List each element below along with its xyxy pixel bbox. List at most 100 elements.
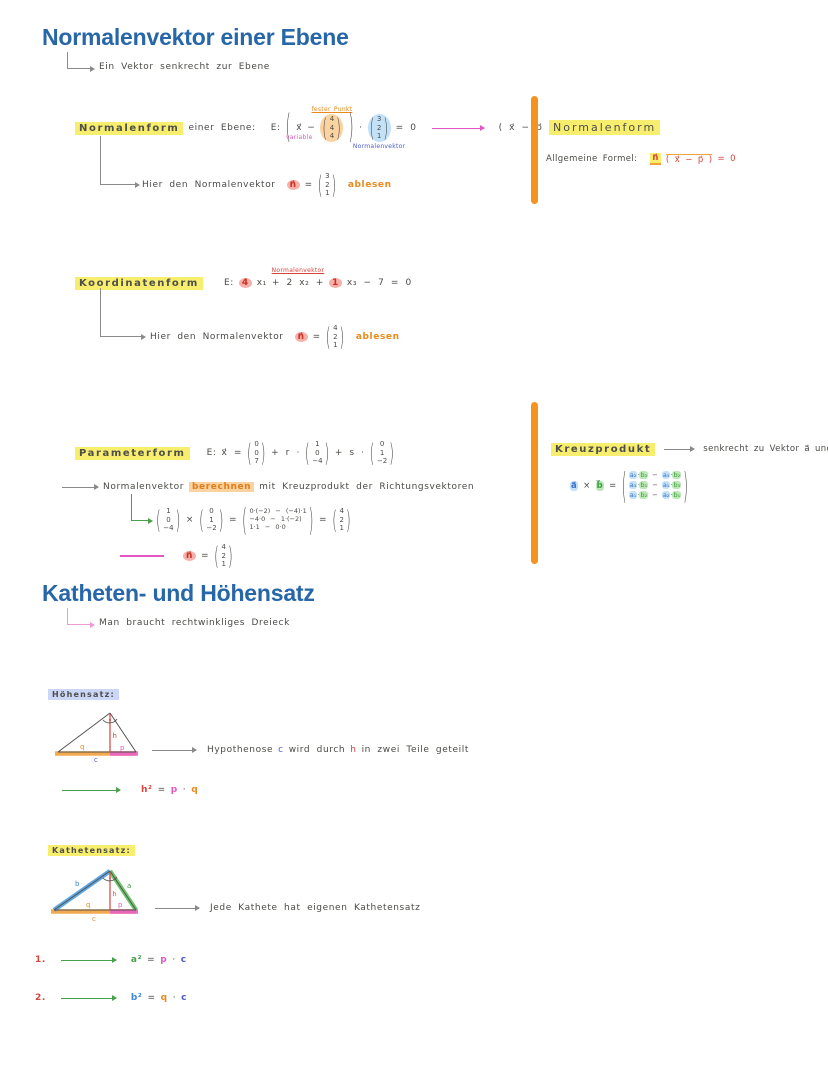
equals-sign: =	[157, 785, 166, 795]
middle-terms-token: Normalenvektor + 2 x₂ +	[272, 267, 324, 288]
c-letter: c	[278, 745, 284, 755]
open-paren: (	[317, 170, 324, 200]
n-vector-chip: n⃗	[294, 332, 308, 342]
elbow-connector	[100, 136, 140, 188]
coefficient-chip: 4	[238, 278, 252, 288]
dot-sign: ·	[359, 123, 363, 133]
arrow-right-icon	[62, 786, 121, 793]
equals-sign: =	[312, 332, 321, 342]
annotation-variable: variable	[285, 134, 313, 141]
elbow-connector	[100, 288, 146, 340]
equals-sign: =	[609, 481, 617, 491]
arrow-right-icon	[155, 904, 200, 911]
equals-sign: =	[201, 551, 210, 561]
svg-text:q: q	[86, 901, 90, 909]
direction-vector-2: ( 0 1 −2 )	[199, 505, 224, 535]
equals-sign: =	[147, 955, 156, 965]
berechnen-row: Normalenvektor berechnen mit Kreuzproduk…	[62, 478, 474, 496]
n-vector-chip: n⃗	[286, 180, 300, 190]
kathetensatz-description: Jede Kathete hat eigenen Kathetensatz	[210, 903, 421, 913]
arrow-right-icon	[60, 956, 117, 963]
pink-line	[120, 555, 164, 557]
panel-normalenform-formula: Allgemeine Formel: n⃗ ( x⃗ − p⃗ ) = 0	[546, 150, 736, 168]
arrow-right-icon	[152, 746, 197, 753]
a-vector-chip: a⃗	[570, 481, 579, 491]
p-letter: p	[170, 785, 178, 795]
svg-text:p: p	[120, 744, 125, 752]
times-sign: ×	[583, 481, 591, 491]
equals-zero: = 0	[395, 123, 417, 133]
kathetensatz-label: Kathetensatz:	[48, 838, 135, 857]
crossproduct-matrix: ( 0·(−2) − (−4)·1 −4·0 − 1·(−2) 1·1 − 0·0 …	[242, 501, 315, 539]
x-vector-token: x⃗ variable	[286, 123, 312, 141]
formula-eq: = 0	[717, 154, 736, 164]
elbow-connector	[67, 52, 95, 72]
x1-term: x₁	[256, 278, 267, 288]
minus-sign: −	[307, 123, 316, 133]
formula-prefix: Allgemeine Formel:	[546, 154, 638, 164]
item-number: 2.	[35, 993, 46, 1003]
kreuzprodukt-label: Kreuzprodukt	[551, 442, 656, 456]
hypothenuse-text: Hypothenose	[207, 745, 274, 755]
arrow-right-icon	[62, 483, 99, 490]
hoehensatz-label: Höhensatz:	[48, 682, 119, 701]
close-paren: )	[331, 170, 337, 200]
equals-sign: =	[147, 993, 156, 1003]
panel-accent-bar	[531, 402, 538, 564]
equals-sign: =	[304, 180, 313, 190]
times-sign: ×	[185, 515, 195, 525]
normalenform-row: Normalenform einer Ebene: E: ( x⃗ variab…	[75, 106, 603, 150]
readoff-text: Hier den Normalenvektor	[150, 332, 284, 342]
close-paren: )	[336, 113, 342, 143]
panel-kreuzprodukt-formula: a⃗ × b⃗ = ( a₂·b₃ − a₃·b₂ a₃·b₁ − a₁·b₃ …	[570, 468, 688, 504]
coefficient-chip: 1	[329, 278, 342, 288]
svg-text:q: q	[80, 743, 84, 751]
open-paren: (	[325, 322, 332, 352]
kathetensatz-triangle: b a q p h c	[51, 869, 138, 923]
wird-durch-text: wird durch	[288, 745, 346, 755]
arrow-right-icon	[431, 124, 485, 131]
x3-term: x₃ − 7 = 0	[346, 278, 412, 288]
ablesen-text: ablesen	[347, 180, 392, 190]
koordinatenform-row: Koordinatenform E: 4 x₁ Normalenvektor +…	[75, 267, 412, 296]
svg-text:c: c	[94, 756, 98, 764]
dot-sign: ·	[172, 993, 177, 1003]
q-letter: q	[160, 993, 168, 1003]
ablesen-text: ablesen	[355, 332, 400, 342]
p-letter: p	[160, 955, 168, 965]
hoehensatz-triangle: q p h c	[55, 712, 138, 764]
dot-sign: ·	[172, 955, 176, 965]
equation-prefix: E:	[270, 123, 281, 133]
readoff-text: Hier den Normalenvektor	[142, 180, 276, 190]
section-title-normalenvektor: Normalenvektor einer Ebene	[42, 24, 349, 50]
h-letter: h	[350, 745, 357, 755]
elbow-connector-green	[131, 494, 153, 524]
svg-text:h: h	[113, 890, 117, 898]
annotation-normalenvektor: Normalenvektor	[271, 267, 325, 274]
senkrecht-text: senkrecht zu Vektor	[703, 444, 800, 454]
close-paren: )	[339, 322, 345, 352]
plus-s: + s ·	[334, 448, 365, 458]
h-squared: h²	[141, 785, 153, 795]
elbow-connector-pink	[67, 608, 95, 628]
n-vector-chip: n⃗	[183, 551, 197, 561]
equation-prefix: E:	[206, 448, 217, 458]
und-text: und	[814, 444, 828, 454]
svg-text:b: b	[75, 880, 80, 888]
equation-prefix: E:	[223, 278, 234, 288]
normalenform-after-label: einer Ebene:	[188, 123, 256, 133]
annotation-fester-punkt: fester Punkt	[311, 106, 353, 114]
kathetensatz-label-text: Kathetensatz:	[48, 845, 135, 856]
hoehensatz-formula-row: h² = p · q	[62, 782, 198, 798]
normalenvektor-text: Normalenvektor	[103, 482, 185, 492]
item-number: 1.	[35, 955, 46, 965]
normalenform-label: Normalenform	[75, 121, 184, 135]
open-paren: (	[285, 109, 292, 147]
